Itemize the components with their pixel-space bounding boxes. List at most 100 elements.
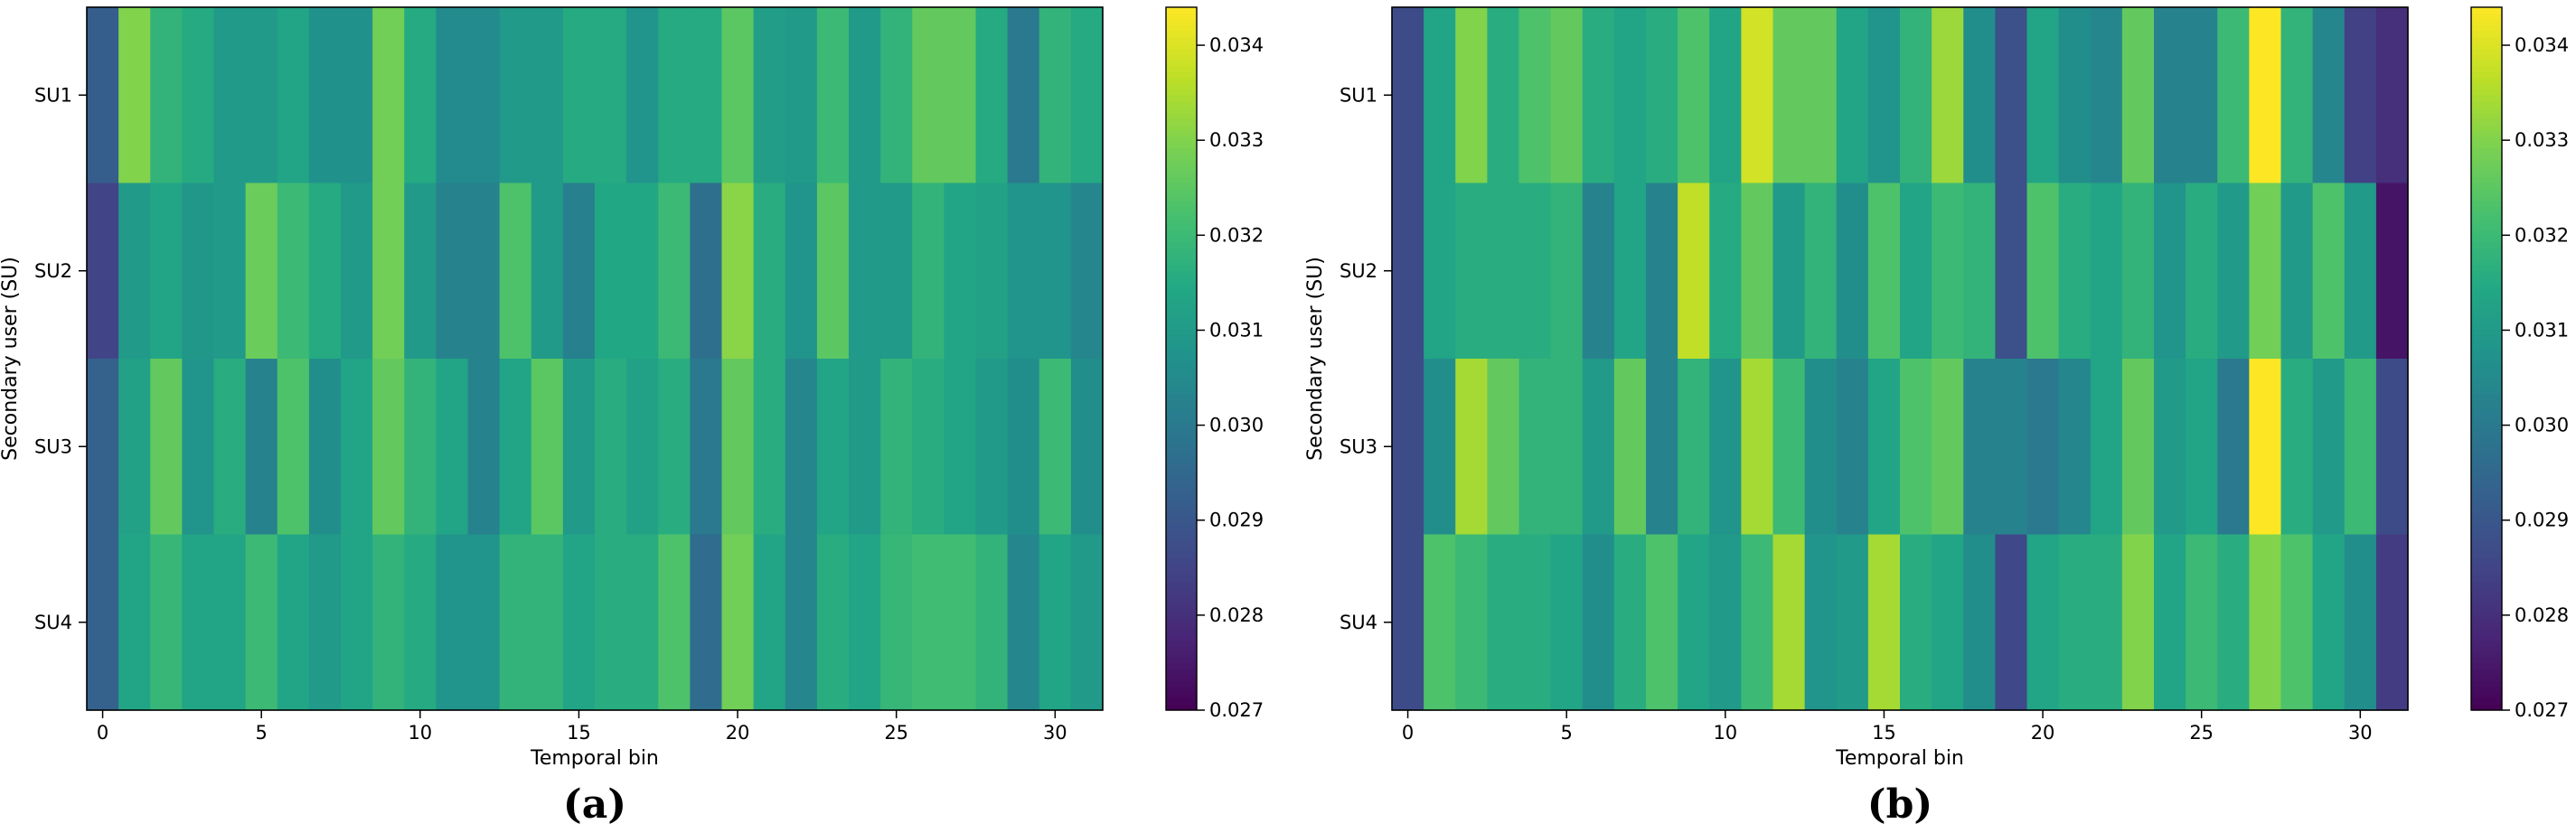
heatmap-cell [308, 7, 342, 184]
heatmap-cell [1963, 359, 1996, 536]
colorbar-segment [2471, 423, 2502, 430]
colorbar-segment [2471, 7, 2502, 14]
colorbar-segment [1166, 505, 1197, 512]
y-tick-label: SU1 [1340, 84, 1377, 106]
colorbar-segment [2471, 36, 2502, 43]
colorbar-segment [1166, 317, 1197, 324]
heatmap-cell [721, 534, 755, 711]
heatmap-cell [499, 7, 532, 184]
heatmap-cell [1963, 534, 1996, 711]
heatmap-cell [1709, 183, 1742, 360]
heatmap-cell [118, 7, 151, 184]
colorbar-segment [1166, 470, 1197, 477]
colorbar-segment [1166, 89, 1197, 96]
colorbar-segment [2471, 218, 2502, 225]
colorbar-segment [1166, 276, 1197, 284]
heatmap-cell [404, 7, 437, 184]
colorbar-segment [1166, 352, 1197, 360]
heatmap-cell [1772, 534, 1806, 711]
heatmap-cell [2121, 534, 2155, 711]
colorbar-segment [2471, 276, 2502, 284]
heatmap-cell [1392, 183, 1424, 360]
heatmap-cell [245, 183, 278, 360]
heatmap-cell [1613, 534, 1647, 711]
heatmap-cell [1613, 359, 1647, 536]
heatmap-cell [1070, 183, 1104, 360]
heatmap-cell [531, 359, 564, 536]
heatmap-cell [1518, 534, 1552, 711]
heatmap-cell [785, 7, 818, 184]
heatmap-cell [1039, 183, 1072, 360]
heatmap-cell [849, 359, 881, 536]
heatmap-cell [150, 534, 183, 711]
colorbar-segment [1166, 687, 1197, 694]
colorbar-segment [1166, 522, 1197, 529]
heatmap-cell [849, 534, 881, 711]
colorbar-segment [2471, 704, 2502, 711]
colorbar-segment [2471, 142, 2502, 149]
heatmap-cell [1772, 359, 1806, 536]
colorbar-segment [2471, 95, 2502, 102]
plot-frame [1391, 6, 2409, 711]
heatmap-cell [1741, 183, 1774, 360]
colorbar-tick-label: 0.030 [2515, 415, 2569, 436]
colorbar-segment [1166, 563, 1197, 570]
colorbar-segment [2471, 551, 2502, 559]
colorbar-segment [2471, 669, 2502, 676]
colorbar-segment [2471, 177, 2502, 184]
heatmap-cell [1424, 183, 1456, 360]
heatmap-cell [87, 359, 119, 536]
heatmap-cell [2312, 359, 2346, 536]
colorbar-segment [1166, 586, 1197, 594]
heatmap-cell [87, 7, 119, 184]
heatmap-cell [2058, 534, 2092, 711]
colorbar-segment [2471, 317, 2502, 324]
heatmap-cell [912, 183, 945, 360]
heatmap-cell [467, 7, 501, 184]
colorbar-segment [2471, 411, 2502, 418]
colorbar-segment [1166, 335, 1197, 342]
colorbar-segment [1166, 270, 1197, 277]
colorbar-segment [2471, 147, 2502, 154]
colorbar-segment [1166, 663, 1197, 670]
heatmap-cell [1007, 183, 1040, 360]
colorbar-segment [1166, 517, 1197, 524]
colorbar-segment [1166, 107, 1197, 114]
colorbar-segment [2471, 687, 2502, 694]
y-tick-label: SU2 [1340, 260, 1377, 282]
x-tick-label: 30 [1043, 722, 1067, 744]
colorbar-segment [1166, 622, 1197, 629]
heatmap-cell [880, 183, 913, 360]
heatmap-cell [975, 534, 1009, 711]
colorbar-segment [2471, 294, 2502, 301]
heatmap-cell [467, 183, 501, 360]
colorbar-segment [1166, 183, 1197, 190]
heatmap-cell [436, 7, 469, 184]
colorbar-segment [1166, 423, 1197, 430]
colorbar-segment [2471, 598, 2502, 605]
x-tick-label: 5 [256, 722, 268, 744]
colorbar-segment [1166, 188, 1197, 196]
colorbar-segment [2471, 680, 2502, 688]
heatmap-cell [1550, 7, 1584, 184]
colorbar-segment [1166, 253, 1197, 260]
heatmap-cell [562, 359, 596, 536]
heatmap-cell [658, 183, 691, 360]
colorbar-frame [1165, 6, 1198, 711]
y-tick-label: SU2 [34, 260, 72, 282]
colorbar-segment [2471, 171, 2502, 178]
colorbar-segment [1166, 598, 1197, 605]
heatmap-cell [944, 534, 977, 711]
heatmap-cell [1963, 7, 1996, 184]
heatmap-cell [277, 359, 310, 536]
colorbar-segment [1166, 329, 1197, 336]
heatmap-cell [87, 534, 119, 711]
heatmap-cell [2186, 534, 2218, 711]
heatmap-cell [1582, 359, 1615, 536]
heatmap-cells [87, 7, 1104, 711]
heatmap-cell [1518, 183, 1552, 360]
colorbar-segment [2471, 247, 2502, 254]
colorbar-segment [2471, 107, 2502, 114]
heatmap-cell [87, 183, 119, 360]
heatmap-cell [2186, 359, 2218, 536]
